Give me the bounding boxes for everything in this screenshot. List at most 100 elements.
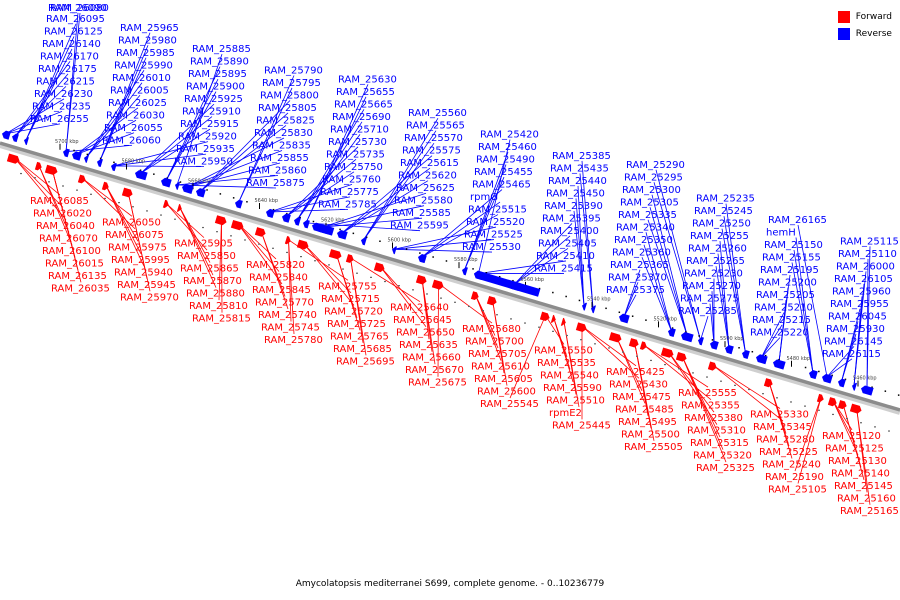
leader-line [341,167,431,234]
leader-line [260,230,289,310]
forward-gene-label: RAM_25535 [537,358,596,369]
minor-tick [113,161,115,164]
forward-gene-label: RAM_25840 [249,272,308,283]
reverse-gene-label: RAM_25300 [622,185,681,196]
leader-line [725,203,746,354]
track-dash [244,239,246,241]
forward-gene [470,291,479,300]
forward-gene-label: RAM_26050 [102,217,161,228]
track-dash [776,397,778,399]
forward-gene-label: RAM_25945 [117,280,176,291]
leader-line [13,157,64,208]
forward-gene-label: RAM_26135 [48,271,107,282]
forward-gene-label: RAM_25975 [108,242,167,253]
reverse-gene [462,267,468,276]
backbone-shadow [0,142,900,415]
forward-gene-label: RAM_26040 [36,221,95,232]
leader-line [514,248,569,285]
track-dash [398,285,400,287]
leader-line [623,294,637,317]
leader-line [322,217,423,228]
reverse-gene-label: RAM_25375 [606,285,665,296]
track-dash [580,339,582,341]
leader-line [553,318,574,383]
scale-tick-label: 5700 kbp [55,139,79,145]
track-dash [552,330,554,332]
reverse-gene-label: RAM_25265 [686,256,745,267]
forward-gene-label: RAM_25745 [261,322,320,333]
leader-line [793,249,814,374]
reverse-gene [135,170,148,181]
forward-gene-label: RAM_25850 [177,251,236,262]
leader-line [166,203,208,251]
reverse-gene-label: RAM_26215 [36,76,95,87]
leader-line [288,239,295,335]
reverse-gene-label: hemH [766,228,796,239]
scale-tick-label: 5660 kbp [188,178,212,184]
leader-line [305,222,421,232]
leader-line [99,32,151,162]
reverse-gene-label: RAM_25935 [176,144,235,155]
leader-line [296,134,361,221]
leader-line [65,12,81,152]
minor-tick [405,248,408,250]
leader-line [221,219,223,313]
scale-tick-label: 5680 kbp [122,159,146,165]
reverse-gene-label: RAM_25630 [338,74,397,85]
leader-line [509,315,546,399]
reverse-gene [392,246,397,255]
minor-tick [804,366,807,369]
track-dash [20,172,22,175]
forward-gene [230,219,244,231]
track-dash [650,359,652,362]
leader-line [335,252,361,331]
track-dash [720,380,722,382]
leader-line [768,381,793,459]
leader-line [165,91,217,181]
reverse-gene-label: rpmG [470,192,498,203]
forward-gene-label: RAM_25605 [474,374,533,385]
reverse-gene [619,313,630,324]
track-dash [174,218,176,220]
minor-tick [631,315,634,317]
leader-line [393,248,493,253]
reverse-gene-label: RAM_25465 [472,180,531,191]
track-dash [426,293,428,295]
track-dash [342,268,344,270]
leader-line [649,207,688,336]
minor-tick [419,252,421,254]
reverse-gene-label: RAM_25270 [682,281,741,292]
reverse-gene-label: RAM_25210 [754,303,813,314]
reverse-gene [161,177,172,188]
forward-gene [837,400,847,410]
leader-line [14,73,69,137]
reverse-gene-label: RAM_25285 [678,306,737,317]
reverse-gene-label: RAM_25115 [840,236,899,247]
leader-line [5,123,61,134]
reverse-gene-label: RAM_26230 [34,89,93,100]
leader-line [667,351,715,413]
scale-tick-label: 5500 kbp [720,336,744,342]
reverse-gene-label: RAM_25800 [260,90,319,101]
reverse-gene-label: RAM_25825 [256,115,315,126]
track-dash [664,363,666,366]
forward-gene-label: RAM_25995 [111,255,170,266]
leader-line [322,205,425,228]
leader-line [655,169,701,341]
leader-line [166,203,205,238]
leader-line [761,312,785,358]
minor-tick [645,319,647,321]
minor-tick [379,240,381,242]
minor-tick [272,208,275,211]
leader-line [187,137,285,188]
leader-line [76,119,137,155]
leader-line [269,208,349,213]
leader-line [176,53,223,186]
forward-gene-label: RAM_25140 [831,468,890,479]
scale-tick-label: 5640 kbp [255,198,279,204]
reverse-gene-label: RAM_25795 [262,78,321,89]
reverse-gene-label: RAM_25910 [182,107,241,118]
track-dash [804,405,806,407]
leader-line [140,116,213,174]
legend-forward: Forward [837,8,892,25]
